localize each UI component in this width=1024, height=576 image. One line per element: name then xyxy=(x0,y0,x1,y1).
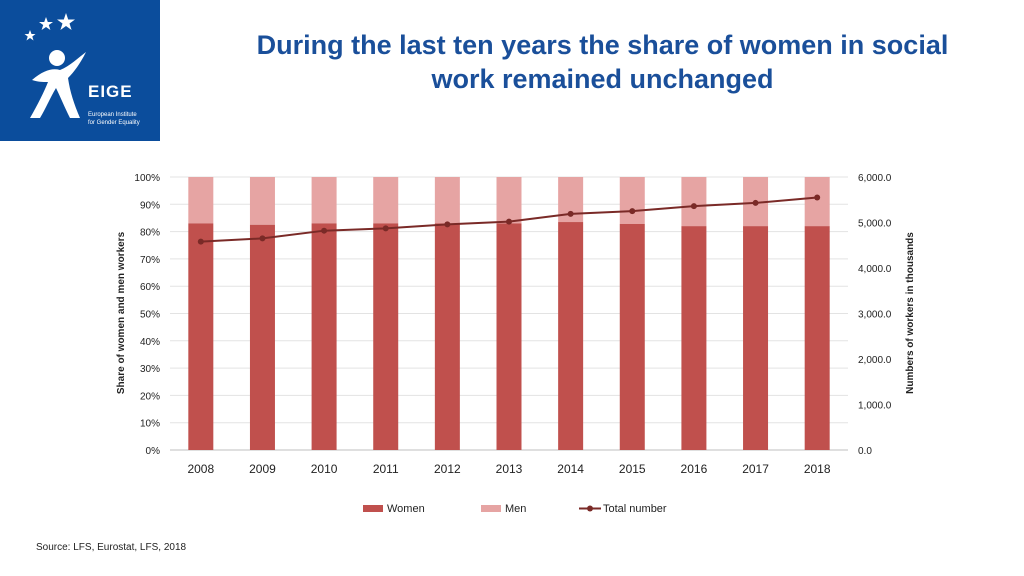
legend-women-swatch xyxy=(363,505,383,512)
total-point-2015 xyxy=(629,208,636,215)
x-tick-label: 2011 xyxy=(373,462,399,476)
bar-women-2014 xyxy=(558,222,584,450)
bar-men-2010 xyxy=(311,177,337,224)
legend-total-label: Total number xyxy=(603,503,667,515)
logo-wordmark: EIGE xyxy=(88,82,133,101)
y2-tick-label: 6,000.0 xyxy=(858,173,892,184)
y2-tick-label: 0.0 xyxy=(858,446,872,457)
y2-tick-label: 3,000.0 xyxy=(858,310,892,321)
y-tick-label: 70% xyxy=(140,255,160,266)
eige-logo: EIGE European Institute for Gender Equal… xyxy=(0,0,160,141)
y-tick-label: 40% xyxy=(140,337,160,348)
total-point-2011 xyxy=(382,225,389,232)
legend-men-label: Men xyxy=(505,503,526,515)
x-tick-label: 2018 xyxy=(804,462,831,476)
logo-star-small-icon xyxy=(24,30,36,41)
y-tick-label: 90% xyxy=(140,200,160,211)
logo-figure-icon xyxy=(24,13,86,118)
bar-men-2008 xyxy=(188,177,214,224)
page-title: During the last ten years the share of w… xyxy=(256,30,949,94)
total-point-2016 xyxy=(690,203,697,210)
bar-men-2016 xyxy=(681,177,707,227)
bar-women-2015 xyxy=(619,223,645,450)
bar-women-2010 xyxy=(311,223,337,450)
y-tick-label: 80% xyxy=(140,228,160,239)
bar-women-2009 xyxy=(249,224,275,450)
bar-men-2012 xyxy=(434,177,460,224)
y-tick-label: 100% xyxy=(134,173,160,184)
x-tick-label: 2016 xyxy=(681,462,708,476)
total-point-2009 xyxy=(259,235,266,242)
bar-women-2016 xyxy=(681,226,707,450)
bar-women-2011 xyxy=(373,223,399,450)
bar-women-2008 xyxy=(188,223,214,450)
bar-women-2017 xyxy=(743,226,769,450)
logo-figure-body-icon xyxy=(30,52,86,118)
bar-women-2013 xyxy=(496,223,522,450)
total-point-2008 xyxy=(197,238,204,245)
bar-women-2018 xyxy=(804,226,830,450)
logo-subtitle-line1: European Institute xyxy=(88,112,137,118)
logo-subtitle: European Institute for Gender Equality xyxy=(88,111,158,127)
bar-women-2012 xyxy=(434,223,460,450)
y-tick-label: 20% xyxy=(140,391,160,402)
x-tick-label: 2008 xyxy=(187,462,214,476)
legend-men-swatch xyxy=(481,505,501,512)
x-tick-label: 2012 xyxy=(434,462,461,476)
total-point-2017 xyxy=(752,199,759,206)
y-tick-label: 50% xyxy=(140,310,160,321)
logo-figure-head-icon xyxy=(49,50,65,66)
total-point-2018 xyxy=(814,194,821,201)
logo-star-mid-icon xyxy=(39,17,53,30)
x-tick-label: 2014 xyxy=(557,462,584,476)
y-axis-title: Share of women and men workers xyxy=(116,231,127,394)
y2-axis-title: Numbers of workers in thousands xyxy=(905,232,916,394)
x-tick-label: 2017 xyxy=(742,462,769,476)
x-tick-label: 2015 xyxy=(619,462,646,476)
x-tick-label: 2010 xyxy=(311,462,338,476)
logo-subtitle-line2: for Gender Equality xyxy=(88,120,140,126)
total-point-2010 xyxy=(321,227,328,234)
total-point-2014 xyxy=(567,210,574,217)
y-tick-label: 30% xyxy=(140,364,160,375)
x-tick-label: 2009 xyxy=(249,462,276,476)
bar-men-2018 xyxy=(804,177,830,227)
y-tick-label: 10% xyxy=(140,419,160,430)
bar-men-2015 xyxy=(619,177,645,224)
bar-men-2011 xyxy=(373,177,399,224)
total-point-2013 xyxy=(506,218,512,225)
y2-tick-label: 5,000.0 xyxy=(858,219,892,230)
y-tick-label: 60% xyxy=(140,282,160,293)
y2-tick-label: 2,000.0 xyxy=(858,355,892,366)
y-tick-label: 0% xyxy=(146,446,161,457)
bar-men-2009 xyxy=(249,177,275,225)
x-tick-label: 2013 xyxy=(496,462,523,476)
legend-total-marker xyxy=(587,505,593,512)
y2-tick-label: 1,000.0 xyxy=(858,401,892,412)
legend-women-label: Women xyxy=(387,503,425,515)
source-note: Source: LFS, Eurostat, LFS, 2018 xyxy=(36,542,187,553)
y2-tick-label: 4,000.0 xyxy=(858,264,892,275)
logo-star-large-icon xyxy=(57,13,75,30)
total-point-2012 xyxy=(444,221,451,228)
bar-men-2013 xyxy=(496,177,522,224)
